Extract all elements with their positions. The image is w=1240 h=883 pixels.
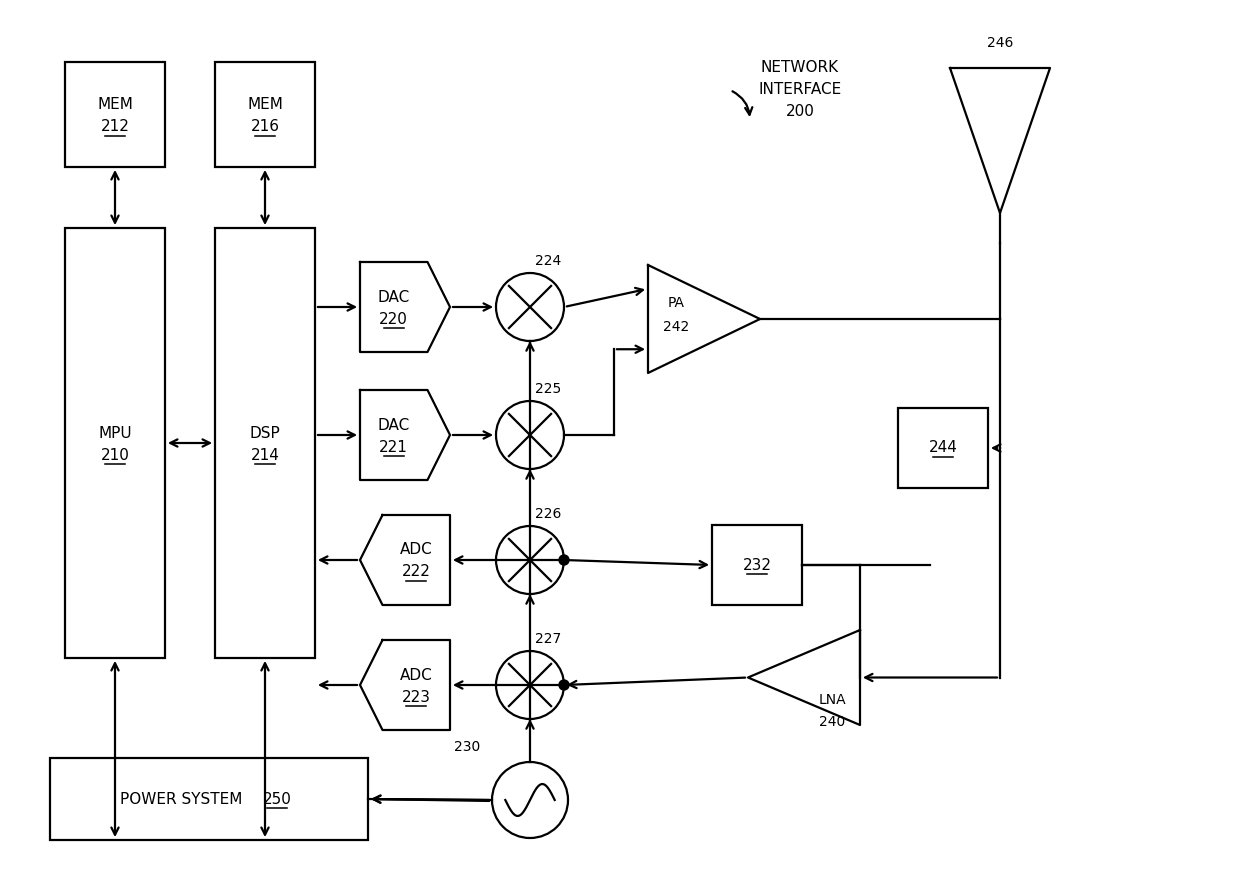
Text: 212: 212 — [100, 119, 129, 134]
Circle shape — [559, 555, 569, 565]
Text: 221: 221 — [379, 440, 408, 455]
Text: MEM: MEM — [97, 97, 133, 112]
Text: INTERFACE: INTERFACE — [759, 82, 842, 97]
Polygon shape — [360, 262, 450, 352]
Circle shape — [496, 273, 564, 341]
Circle shape — [496, 401, 564, 469]
Text: 230: 230 — [454, 740, 480, 754]
Circle shape — [496, 526, 564, 594]
Text: 244: 244 — [929, 441, 957, 456]
Polygon shape — [360, 390, 450, 480]
Text: 222: 222 — [402, 564, 430, 579]
Text: DAC: DAC — [378, 290, 410, 305]
Text: DAC: DAC — [378, 418, 410, 433]
Text: MPU: MPU — [98, 426, 131, 441]
Text: 250: 250 — [263, 791, 291, 806]
Text: MEM: MEM — [247, 97, 283, 112]
Text: 216: 216 — [250, 119, 279, 134]
Polygon shape — [360, 640, 450, 730]
Bar — [64, 228, 165, 658]
Text: 224: 224 — [534, 254, 562, 268]
Bar — [64, 62, 165, 167]
Text: POWER SYSTEM: POWER SYSTEM — [120, 791, 242, 806]
Circle shape — [492, 762, 568, 838]
Text: 220: 220 — [379, 312, 408, 327]
Text: ADC: ADC — [399, 668, 433, 683]
Text: ADC: ADC — [399, 542, 433, 557]
Polygon shape — [748, 630, 861, 725]
Text: NETWORK: NETWORK — [761, 61, 839, 76]
Text: 242: 242 — [663, 320, 689, 334]
Text: LNA: LNA — [818, 692, 846, 706]
Text: 223: 223 — [402, 690, 430, 705]
Text: 232: 232 — [743, 557, 771, 572]
Circle shape — [496, 651, 564, 719]
Text: 227: 227 — [534, 632, 562, 646]
Bar — [215, 228, 315, 658]
Polygon shape — [950, 68, 1050, 213]
Bar — [712, 525, 802, 605]
Text: 240: 240 — [818, 715, 846, 729]
Text: 225: 225 — [534, 382, 562, 396]
Text: 200: 200 — [786, 104, 815, 119]
Text: PA: PA — [667, 296, 684, 310]
Text: DSP: DSP — [249, 426, 280, 441]
Text: 214: 214 — [250, 448, 279, 463]
Polygon shape — [649, 265, 760, 373]
Text: 246: 246 — [987, 36, 1013, 50]
Text: 210: 210 — [100, 448, 129, 463]
Bar — [898, 408, 988, 488]
Bar — [50, 758, 368, 840]
Polygon shape — [360, 515, 450, 605]
Text: 226: 226 — [534, 507, 562, 521]
Circle shape — [559, 680, 569, 690]
Bar — [215, 62, 315, 167]
